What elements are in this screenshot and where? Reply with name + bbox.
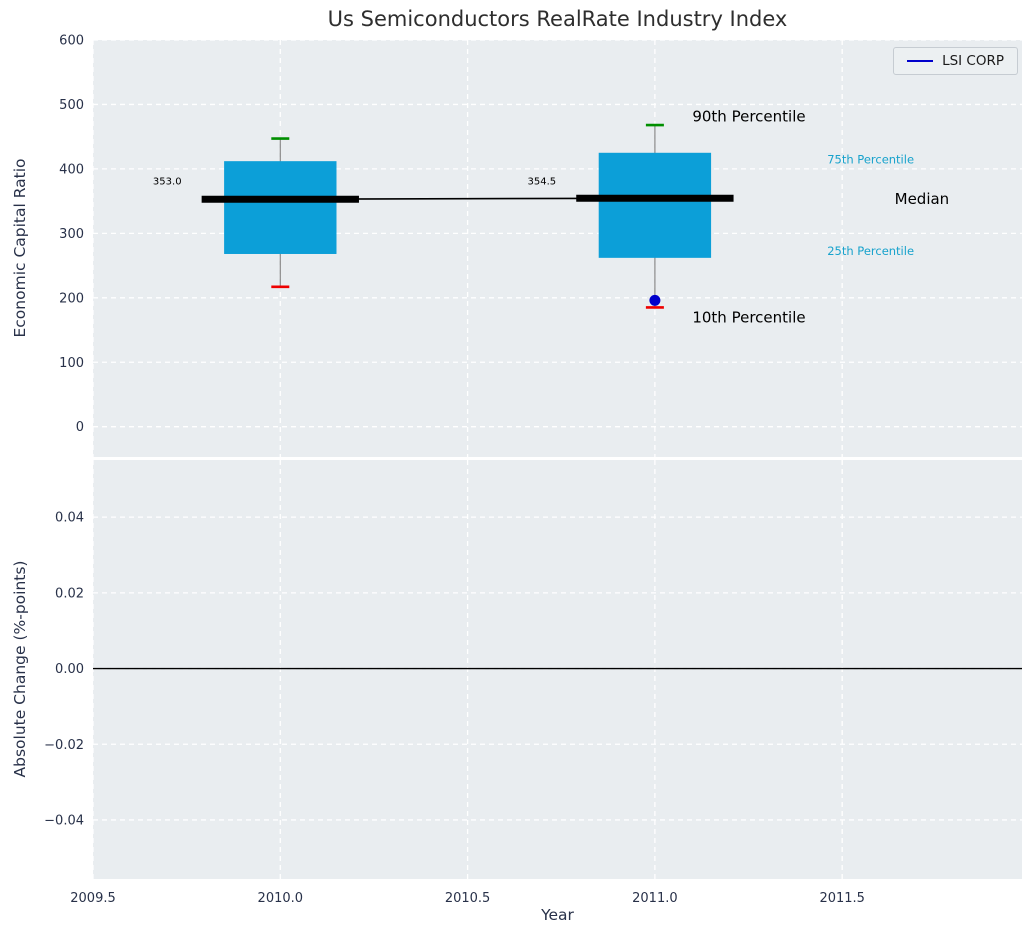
ylabel-absolute-change: Absolute Change (%-points)	[11, 560, 29, 778]
y-tick-label: 100	[59, 356, 84, 371]
x-tick-label: 2010.0	[258, 891, 304, 906]
chart-title: Us Semiconductors RealRate Industry Inde…	[327, 7, 788, 31]
bottom-axes-background	[93, 460, 1022, 879]
x-tick-label: 2010.5	[445, 891, 491, 906]
y-tick-label: 600	[59, 34, 84, 49]
y-tick-label: 200	[59, 291, 84, 306]
annotation: 10th Percentile	[692, 308, 805, 326]
y-tick-label: −0.02	[44, 738, 84, 753]
annotation: 353.0	[153, 177, 182, 188]
y-tick-label: 0	[76, 420, 84, 435]
company-point	[649, 294, 661, 306]
x-tick-label: 2011.5	[819, 891, 865, 906]
y-tick-label: 500	[59, 98, 84, 113]
ylabel-economic-capital-ratio: Economic Capital Ratio	[11, 158, 29, 338]
y-tick-label: 0.04	[55, 511, 84, 526]
y-tick-label: −0.04	[44, 813, 84, 828]
box	[598, 152, 712, 258]
x-tick-label: 2009.5	[70, 891, 116, 906]
annotation: 75th Percentile	[827, 152, 914, 166]
annotation: Median	[895, 190, 950, 208]
legend: LSI CORP	[893, 47, 1018, 75]
annotation: 25th Percentile	[827, 244, 914, 258]
y-tick-label: 0.02	[55, 586, 84, 601]
annotation: 90th Percentile	[692, 107, 805, 125]
annotation: 354.5	[528, 177, 557, 188]
y-tick-label: 400	[59, 162, 84, 177]
xlabel-year: Year	[541, 906, 574, 924]
y-tick-label: 300	[59, 227, 84, 242]
box	[224, 161, 337, 254]
legend-label: LSI CORP	[942, 53, 1004, 69]
y-tick-label: 0.00	[55, 662, 84, 677]
legend-line-swatch	[907, 60, 934, 62]
x-tick-label: 2011.0	[632, 891, 678, 906]
